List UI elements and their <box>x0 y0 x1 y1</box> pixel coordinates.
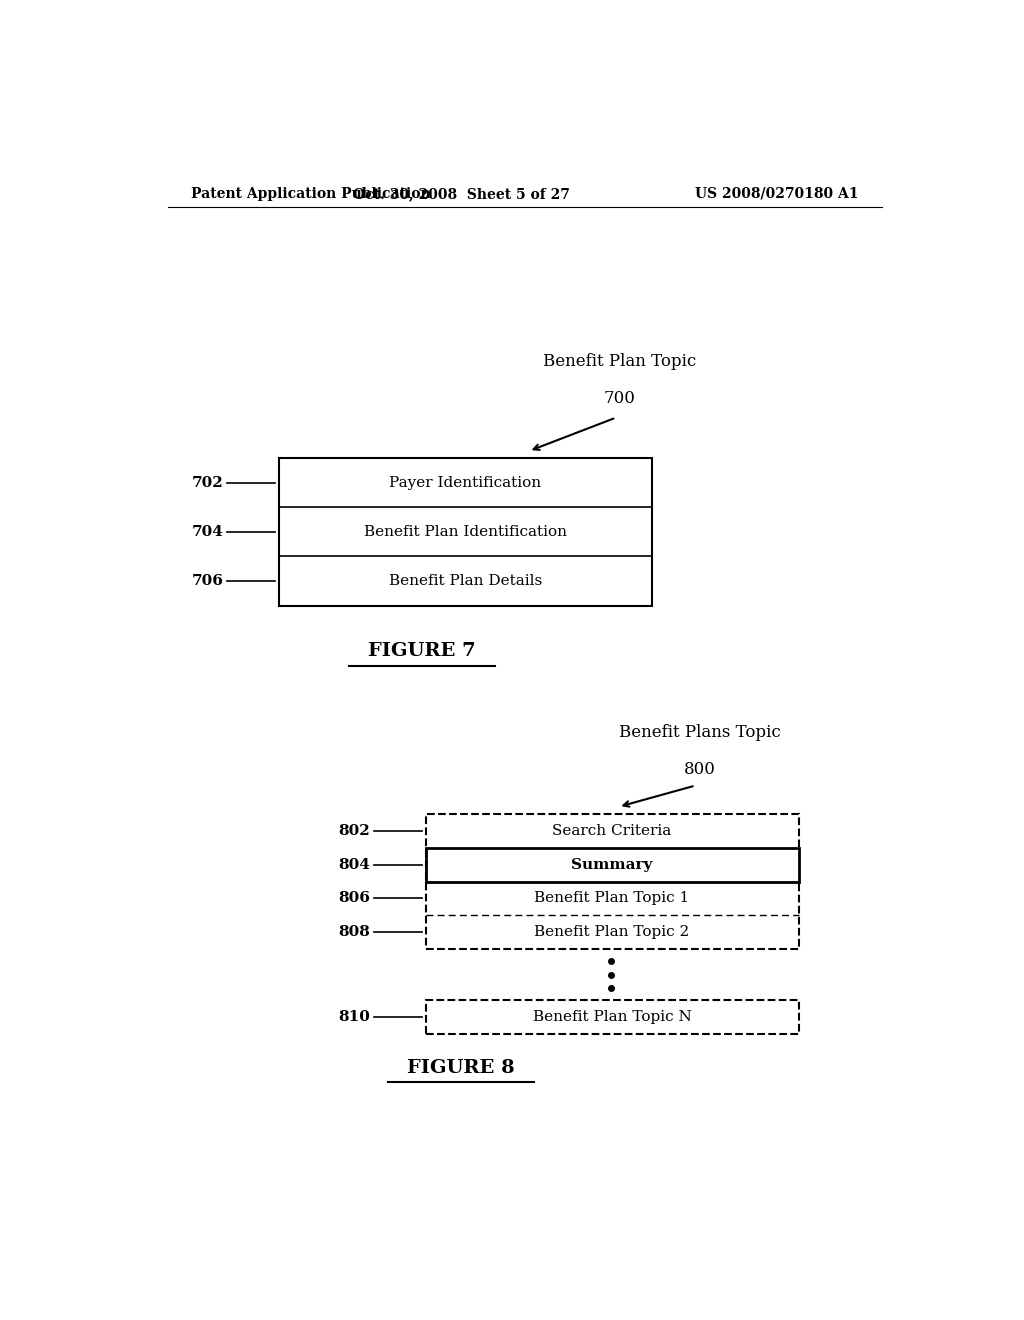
Text: FIGURE 7: FIGURE 7 <box>368 643 475 660</box>
Text: Benefit Plans Topic: Benefit Plans Topic <box>618 723 780 741</box>
Text: 804: 804 <box>338 858 370 871</box>
Text: 810: 810 <box>338 1010 370 1024</box>
Bar <box>426 1001 799 1034</box>
Bar <box>426 847 799 882</box>
Bar <box>426 814 799 949</box>
Text: 706: 706 <box>191 574 223 587</box>
Text: FIGURE 8: FIGURE 8 <box>408 1059 515 1077</box>
Text: 808: 808 <box>338 925 370 939</box>
Text: 700: 700 <box>604 391 636 407</box>
Text: Benefit Plan Topic: Benefit Plan Topic <box>544 352 696 370</box>
Text: Search Criteria: Search Criteria <box>553 824 672 838</box>
Text: Payer Identification: Payer Identification <box>389 475 542 490</box>
Text: US 2008/0270180 A1: US 2008/0270180 A1 <box>694 187 858 201</box>
Text: 800: 800 <box>683 762 716 777</box>
Text: Benefit Plan Identification: Benefit Plan Identification <box>364 525 566 539</box>
Text: Benefit Plan Topic N: Benefit Plan Topic N <box>532 1010 691 1024</box>
Text: 806: 806 <box>338 891 370 906</box>
Text: 704: 704 <box>191 525 223 539</box>
Bar <box>279 458 652 606</box>
Text: Benefit Plan Topic 2: Benefit Plan Topic 2 <box>535 925 690 939</box>
Text: Summary: Summary <box>571 858 652 871</box>
Text: Benefit Plan Topic 1: Benefit Plan Topic 1 <box>535 891 690 906</box>
Text: Benefit Plan Details: Benefit Plan Details <box>389 574 542 587</box>
Text: 702: 702 <box>191 475 223 490</box>
Text: 802: 802 <box>338 824 370 838</box>
Text: Oct. 30, 2008  Sheet 5 of 27: Oct. 30, 2008 Sheet 5 of 27 <box>353 187 569 201</box>
Text: Patent Application Publication: Patent Application Publication <box>191 187 431 201</box>
